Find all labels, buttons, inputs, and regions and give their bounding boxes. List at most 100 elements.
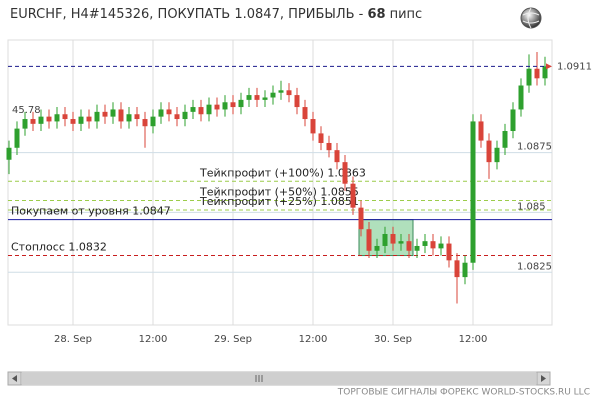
x-tick-label: 29. Sep [214, 334, 252, 345]
candle-body [102, 111, 108, 117]
candle-body [262, 97, 268, 100]
level-label: Тейкпрофит (+50%) 1.0855 [199, 185, 359, 198]
footer: ТОРГОВЫЕ СИГНАЛЫ ФОРЕКС WORLD-STOCKS.RU … [337, 388, 590, 398]
candle-body [534, 68, 540, 79]
candle-body [14, 128, 20, 148]
candle-body [190, 107, 196, 112]
x-tick-label: 12:00 [139, 334, 168, 345]
candle-body [430, 241, 436, 249]
current-price-marker [546, 63, 552, 70]
candle-body [70, 119, 76, 124]
arrow-right [541, 375, 546, 382]
candle-body [382, 233, 388, 246]
candle-body [414, 245, 420, 251]
candle-body [486, 140, 492, 163]
candle-body [374, 245, 380, 251]
globe[interactable] [520, 7, 542, 29]
candle-body [166, 109, 172, 115]
indicator-label: 45.78 [12, 105, 41, 116]
candle-body [326, 142, 332, 151]
candle-body [142, 119, 148, 127]
candle-body [94, 111, 100, 122]
candle-body [542, 66, 548, 79]
current-price-label: 1.0911 [557, 61, 592, 72]
candle-body [462, 262, 468, 278]
plot-frame [7, 39, 553, 326]
candle-body [286, 90, 292, 96]
candle-body [310, 119, 316, 134]
candle-body [134, 114, 140, 120]
x-tick-label: 30. Sep [374, 334, 412, 345]
candle-body [198, 107, 204, 115]
candle-body [446, 243, 452, 261]
candle-body [302, 107, 308, 120]
candle-body [318, 133, 324, 143]
candle-body [254, 95, 260, 100]
candle-body [86, 116, 92, 122]
candle-body [294, 95, 300, 108]
level-label: Тейкпрофит (+25%) 1.0851 [199, 195, 359, 208]
candle-body [30, 119, 36, 124]
profit-unit: пипс [390, 7, 423, 22]
candle-body [182, 111, 188, 120]
globe-icon[interactable] [520, 7, 542, 29]
y-tick-label: 1.0875 [517, 142, 552, 153]
candle-body [222, 102, 228, 110]
thumb-grip [255, 375, 263, 382]
plot-area: 28. Sep 12:00 29. Sep 12:00 30. Sep 12:00 1.08… [6, 39, 592, 345]
scrollbar[interactable] [7, 371, 551, 386]
candle-body [358, 207, 364, 230]
candle-body [334, 150, 340, 163]
candle-body [390, 233, 396, 244]
candle-body [526, 68, 532, 86]
chart-title: EURCHF, H4#145326, ПОКУПАТЬ 1.0847, ПРИБ… [10, 7, 422, 22]
candle-body [342, 162, 348, 184]
candle-body [78, 116, 84, 124]
arrow-left [12, 375, 17, 382]
candle-body [174, 114, 180, 120]
candle-body [478, 121, 484, 141]
candle-body [350, 183, 356, 208]
y-tick-label: 1.0825 [517, 261, 552, 272]
candle-body [470, 121, 476, 263]
candle-body [438, 243, 444, 249]
x-tick-label: 12:00 [299, 334, 328, 345]
candle-body [278, 90, 284, 93]
candle-body [46, 116, 52, 122]
candle-body [406, 241, 412, 251]
candle-body [38, 116, 44, 124]
level-label: Покупаем от уровня 1.0847 [11, 205, 171, 218]
x-tick-label: 28. Sep [54, 334, 92, 345]
candle-body [6, 147, 12, 160]
candle-body [206, 104, 212, 115]
globe-lines [522, 7, 540, 29]
candle-body [238, 99, 244, 108]
candle-body [158, 109, 164, 117]
y-tick-label: 1.085 [517, 201, 546, 212]
candle-body [518, 85, 524, 110]
candle-body [110, 109, 116, 117]
candle-body [422, 241, 428, 246]
candle-body [62, 114, 68, 120]
candle-body [22, 119, 28, 129]
candle-body [150, 116, 156, 127]
candle-body [214, 104, 220, 110]
candle-body [494, 147, 500, 163]
candle-body [454, 260, 460, 278]
scroll-thumb[interactable] [22, 373, 536, 384]
title-text: EURCHF, H4#145326, ПОКУПАТЬ 1.0847, ПРИБ… [10, 7, 368, 22]
candle-body [118, 109, 124, 122]
candle-body [366, 229, 372, 251]
candle-body [502, 131, 508, 148]
candle-body [230, 102, 236, 108]
candle-body [246, 95, 252, 100]
profit: 68 [368, 7, 386, 22]
level-label: Стоплосс 1.0832 [11, 241, 107, 254]
level-label: Тейкпрофит (+100%) 1.0863 [199, 166, 366, 179]
candle-body [54, 114, 60, 122]
candle-body [270, 92, 276, 98]
candle-body [510, 109, 516, 132]
candle-body [126, 114, 132, 122]
x-tick-label: 12:00 [459, 334, 488, 345]
